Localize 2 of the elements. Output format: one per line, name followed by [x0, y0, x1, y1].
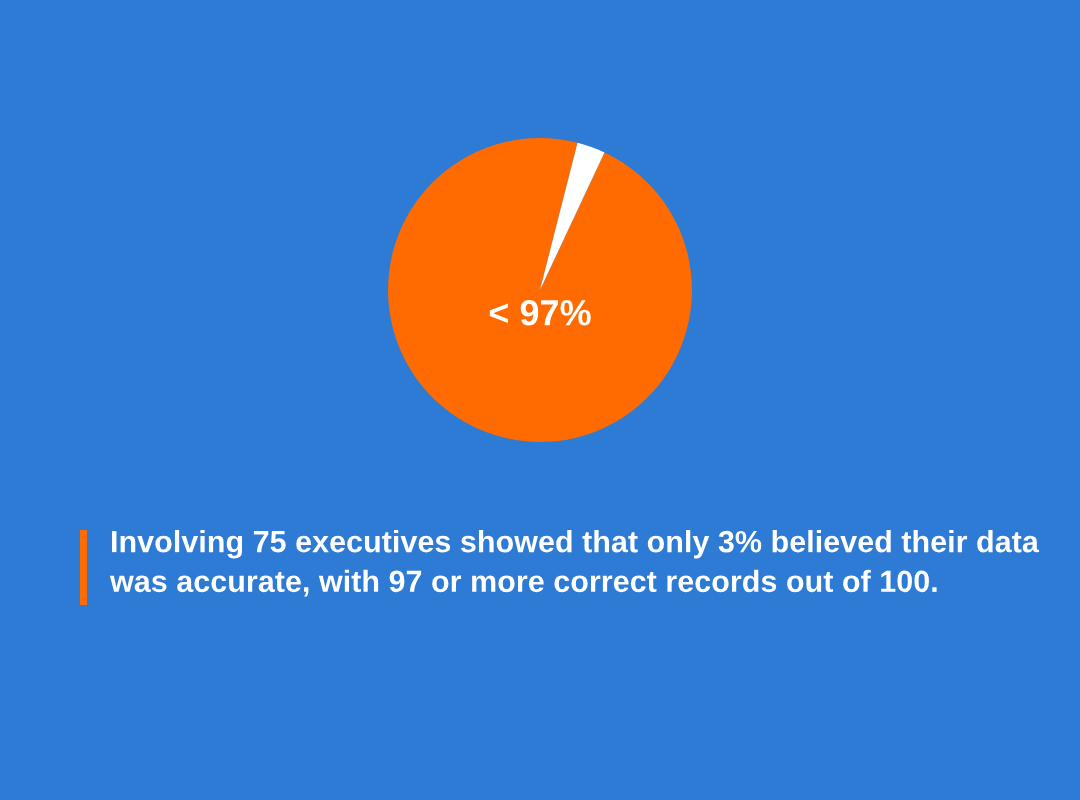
slice-label: < 97% — [489, 299, 591, 326]
text: Involving 75 executives showed that only 3% believed their data was accurate, with 97 or more correct records out of 100. — [109, 530, 1040, 597]
